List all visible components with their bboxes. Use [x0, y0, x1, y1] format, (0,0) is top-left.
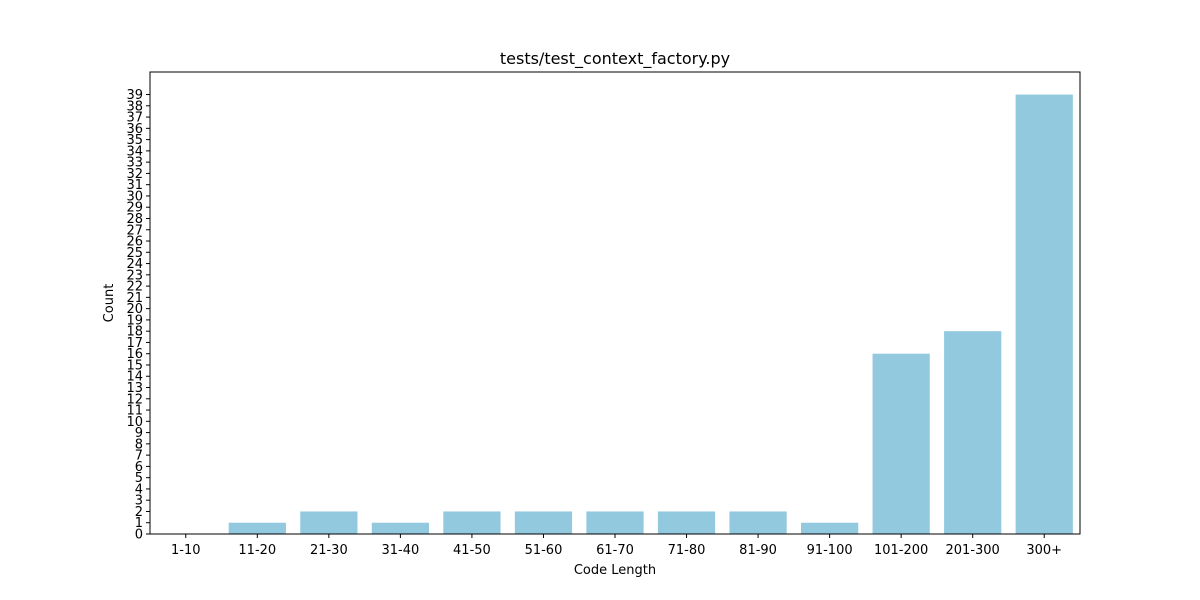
- y-tick-label: 34: [126, 144, 143, 159]
- bar-21-30: [300, 511, 358, 534]
- y-tick-label: 5: [135, 471, 143, 486]
- chart-title: tests/test_context_factory.py: [500, 49, 730, 69]
- bars-layer: [228, 94, 1073, 534]
- y-tick-label: 31: [126, 178, 143, 193]
- y-tick-label: 14: [126, 370, 143, 385]
- y-tick-label: 1: [135, 516, 143, 531]
- x-tick-label: 61-70: [596, 543, 634, 558]
- x-tick-label: 201-300: [946, 543, 1000, 558]
- y-tick-label: 32: [126, 167, 143, 182]
- y-axis-label: Count: [102, 284, 117, 323]
- y-tick-label: 38: [126, 99, 143, 114]
- y-tick-label: 30: [126, 189, 143, 204]
- y-tick-label: 27: [126, 223, 143, 238]
- y-tick-label: 35: [126, 133, 143, 148]
- y-tick-label: 12: [126, 392, 143, 407]
- x-tick-label: 81-90: [739, 543, 777, 558]
- y-tick-label: 13: [126, 381, 143, 396]
- y-tick-label: 2: [135, 505, 143, 520]
- y-tick-label: 18: [126, 325, 143, 340]
- y-tick-label: 25: [126, 246, 143, 261]
- y-tick-label: 21: [126, 291, 143, 306]
- y-tick-label: 23: [126, 268, 143, 283]
- bar-51-60: [514, 511, 573, 534]
- y-tick-label: 33: [126, 156, 143, 171]
- y-tick-label: 8: [135, 437, 143, 452]
- y-tick-label: 28: [126, 212, 143, 227]
- bar-61-70: [586, 511, 644, 534]
- y-tick-label: 3: [135, 494, 143, 509]
- y-tick-label: 11: [126, 404, 143, 419]
- x-tick-label: 11-20: [238, 543, 276, 558]
- y-tick-label: 0: [135, 528, 143, 543]
- y-axis: 0123456789101112131415161718192021222324…: [126, 88, 150, 543]
- x-tick-label: 31-40: [381, 543, 419, 558]
- bar-11-20: [228, 522, 286, 534]
- y-tick-label: 10: [126, 415, 143, 430]
- x-tick-label: 71-80: [668, 543, 706, 558]
- y-tick-label: 19: [126, 313, 143, 328]
- bar-31-40: [371, 522, 429, 534]
- plot-frame: [149, 71, 1081, 535]
- x-tick-label: 51-60: [525, 543, 563, 558]
- bar-41-50: [443, 511, 501, 534]
- y-tick-label: 37: [126, 111, 143, 126]
- bar-201-300: [944, 331, 1002, 534]
- y-tick-label: 36: [126, 122, 143, 137]
- y-tick-label: 24: [126, 257, 143, 272]
- y-tick-label: 7: [135, 449, 143, 464]
- x-axis: 1-10 11-20 21-30 31-40 41-50 51-60 61-70 71-80 8…: [171, 534, 1062, 558]
- bar-300+: [1015, 94, 1073, 534]
- y-tick-label: 29: [126, 201, 143, 216]
- y-tick-label: 22: [126, 280, 143, 295]
- x-tick-label: 91-100: [807, 543, 853, 558]
- y-tick-label: 9: [135, 426, 143, 441]
- y-tick-label: 6: [135, 460, 143, 475]
- x-tick-label: 21-30: [310, 543, 348, 558]
- y-tick-label: 17: [126, 336, 143, 351]
- x-tick-label: 101-200: [874, 543, 928, 558]
- x-axis-label: Code Length: [574, 563, 656, 578]
- y-tick-label: 4: [135, 482, 143, 497]
- y-tick-label: 26: [126, 235, 143, 250]
- x-tick-label: 300+: [1026, 543, 1062, 558]
- bar-91-100: [801, 522, 859, 534]
- bar-81-90: [729, 511, 787, 534]
- x-tick-label: 41-50: [453, 543, 491, 558]
- y-tick-label: 39: [126, 88, 143, 103]
- bar-71-80: [657, 511, 716, 534]
- y-tick-label: 20: [126, 302, 143, 317]
- y-tick-label: 16: [126, 347, 143, 362]
- x-tick-label: 1-10: [171, 543, 201, 558]
- bar-101-200: [872, 353, 930, 534]
- y-tick-label: 15: [126, 358, 143, 373]
